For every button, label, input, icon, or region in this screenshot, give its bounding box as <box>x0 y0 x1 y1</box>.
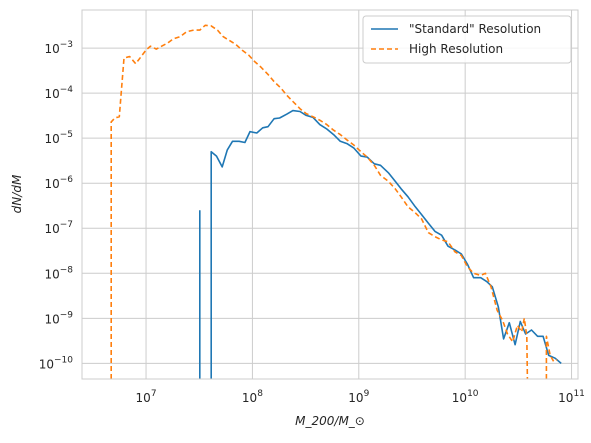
x-tick-label: 109 <box>348 389 369 405</box>
y-axis-label: dN/dM <box>10 174 24 213</box>
tick-labels: 107 108 109 1010 1011 10−10 10−9 10−8 10−7 10−6 10… <box>39 40 585 405</box>
legend-label-standard: "Standard" Resolution <box>409 22 541 36</box>
series-line-high-resolution <box>110 24 529 379</box>
y-tick-label: 10−9 <box>44 310 73 326</box>
legend-label-high-resolution: High Resolution <box>409 42 503 56</box>
legend: "Standard" Resolution High Resolution <box>362 15 572 64</box>
x-tick-label: 1010 <box>452 389 479 405</box>
legend-box <box>362 15 572 64</box>
plot-frame <box>81 9 579 380</box>
y-tick-label: 10−6 <box>44 175 73 191</box>
grid <box>82 10 578 379</box>
x-tick-label: 108 <box>242 389 263 405</box>
series-layer <box>110 24 562 379</box>
x-tick-label: 1011 <box>558 389 585 405</box>
series-line-high-resolution <box>545 335 558 379</box>
x-axis-label: M_200/M_⊙ <box>295 414 365 428</box>
y-tick-label: 10−4 <box>44 85 73 101</box>
y-tick-label: 10−10 <box>39 355 74 371</box>
y-tick-label: 10−8 <box>44 265 73 281</box>
y-tick-label: 10−3 <box>44 40 73 56</box>
y-tick-label: 10−7 <box>44 220 73 236</box>
x-tick-label: 107 <box>136 389 157 405</box>
plot-area <box>82 10 578 379</box>
y-tick-label: 10−5 <box>44 130 73 146</box>
